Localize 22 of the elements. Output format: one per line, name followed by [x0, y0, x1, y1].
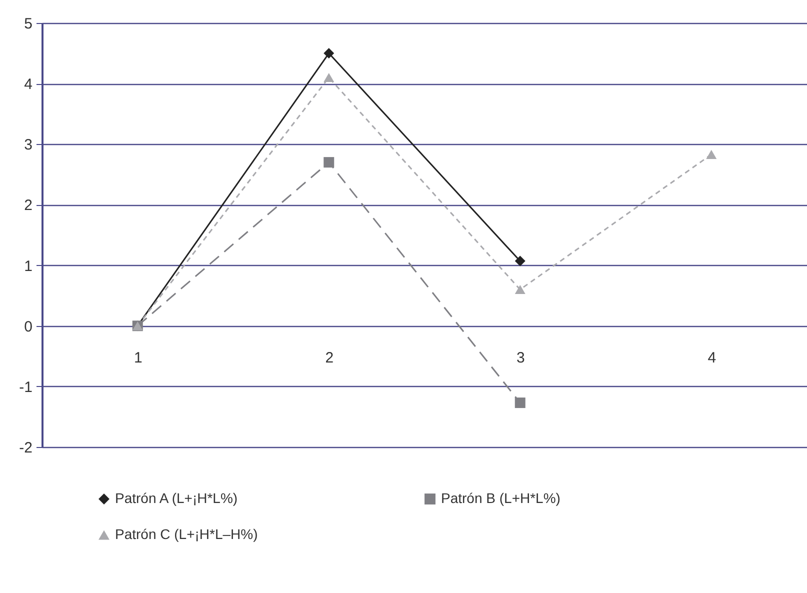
y-tick-label: 3 — [24, 136, 32, 154]
y-tick-label: -1 — [19, 378, 32, 396]
x-tick-label: 2 — [325, 350, 334, 367]
y-tick-label: -2 — [19, 440, 32, 456]
point — [514, 398, 526, 408]
point — [324, 157, 334, 168]
y-tick-label: 1 — [24, 258, 32, 275]
y-tick-label: 5 — [24, 16, 32, 32]
x-tick-label: 1 — [134, 350, 142, 367]
point — [514, 284, 526, 294]
point — [706, 150, 717, 159]
point — [324, 48, 334, 59]
y-tick-label: 2 — [24, 197, 32, 214]
legend-label: Patrón C (L+¡H*L–H%) — [115, 526, 258, 542]
y-tick-label: 4 — [24, 76, 32, 94]
legend-label: Patrón B (L+H*L%) — [441, 490, 560, 506]
x-tick-label: 4 — [708, 350, 716, 367]
x-tick-label: 3 — [516, 350, 525, 367]
y-tick-label: 0 — [24, 318, 32, 336]
point — [514, 256, 526, 266]
legend-label: Patrón A (L+¡H*L%) — [115, 490, 238, 506]
point — [324, 72, 334, 82]
